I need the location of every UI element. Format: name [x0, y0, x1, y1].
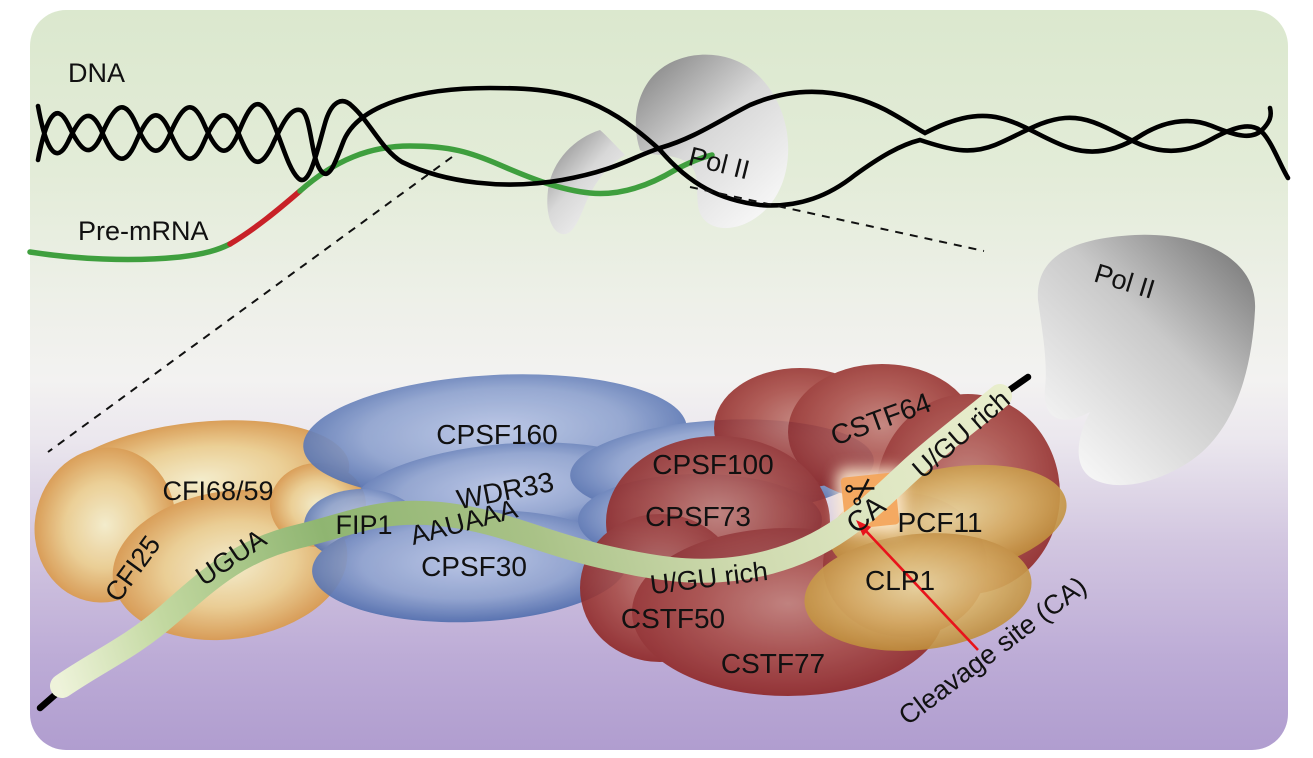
- cstf50-label: CSTF50: [621, 603, 725, 634]
- cpsf30-label: CPSF30: [421, 551, 527, 582]
- cleavage-arrow: [856, 520, 979, 651]
- pre-mrna-strand: [27, 143, 715, 263]
- clp1-blob: [804, 533, 1032, 651]
- cleavage-arrow-line: [865, 530, 979, 651]
- pol2-large-shape: [1037, 234, 1256, 486]
- zoom-callout-line-right: [689, 186, 985, 252]
- cstf77-label: CSTF77: [721, 648, 825, 679]
- cleavage-arrowhead: [856, 520, 871, 536]
- pcf11-label: PCF11: [897, 507, 982, 538]
- clp1-label: CLP1: [865, 565, 935, 596]
- scissors-icon: [845, 478, 875, 506]
- pre-mrna-label: Pre-mRNA: [78, 216, 209, 246]
- dna-strand-b: [35, 89, 1274, 187]
- rna-ribbon: [36, 373, 1032, 712]
- cfi68-59-label: CFI68/59: [162, 476, 273, 506]
- dna-strand-a: [35, 85, 1291, 208]
- fip1-label: FIP1: [335, 510, 392, 540]
- pol2-small-shape: [547, 54, 789, 235]
- dna-double-helix: [35, 85, 1291, 208]
- dna-label: DNA: [68, 58, 125, 88]
- callout-lines: [47, 156, 985, 453]
- pre-mrna-green-left: [27, 241, 233, 263]
- cpsf73-label: CPSF73: [645, 501, 751, 532]
- pre-mrna-red-segment: [227, 188, 303, 247]
- cpsf160-label: CPSF160: [436, 419, 557, 450]
- rna-ribbon-band: [50, 384, 1012, 698]
- cpsf100-label: CPSF100: [652, 449, 773, 480]
- pre-mrna-green-right: [297, 143, 715, 197]
